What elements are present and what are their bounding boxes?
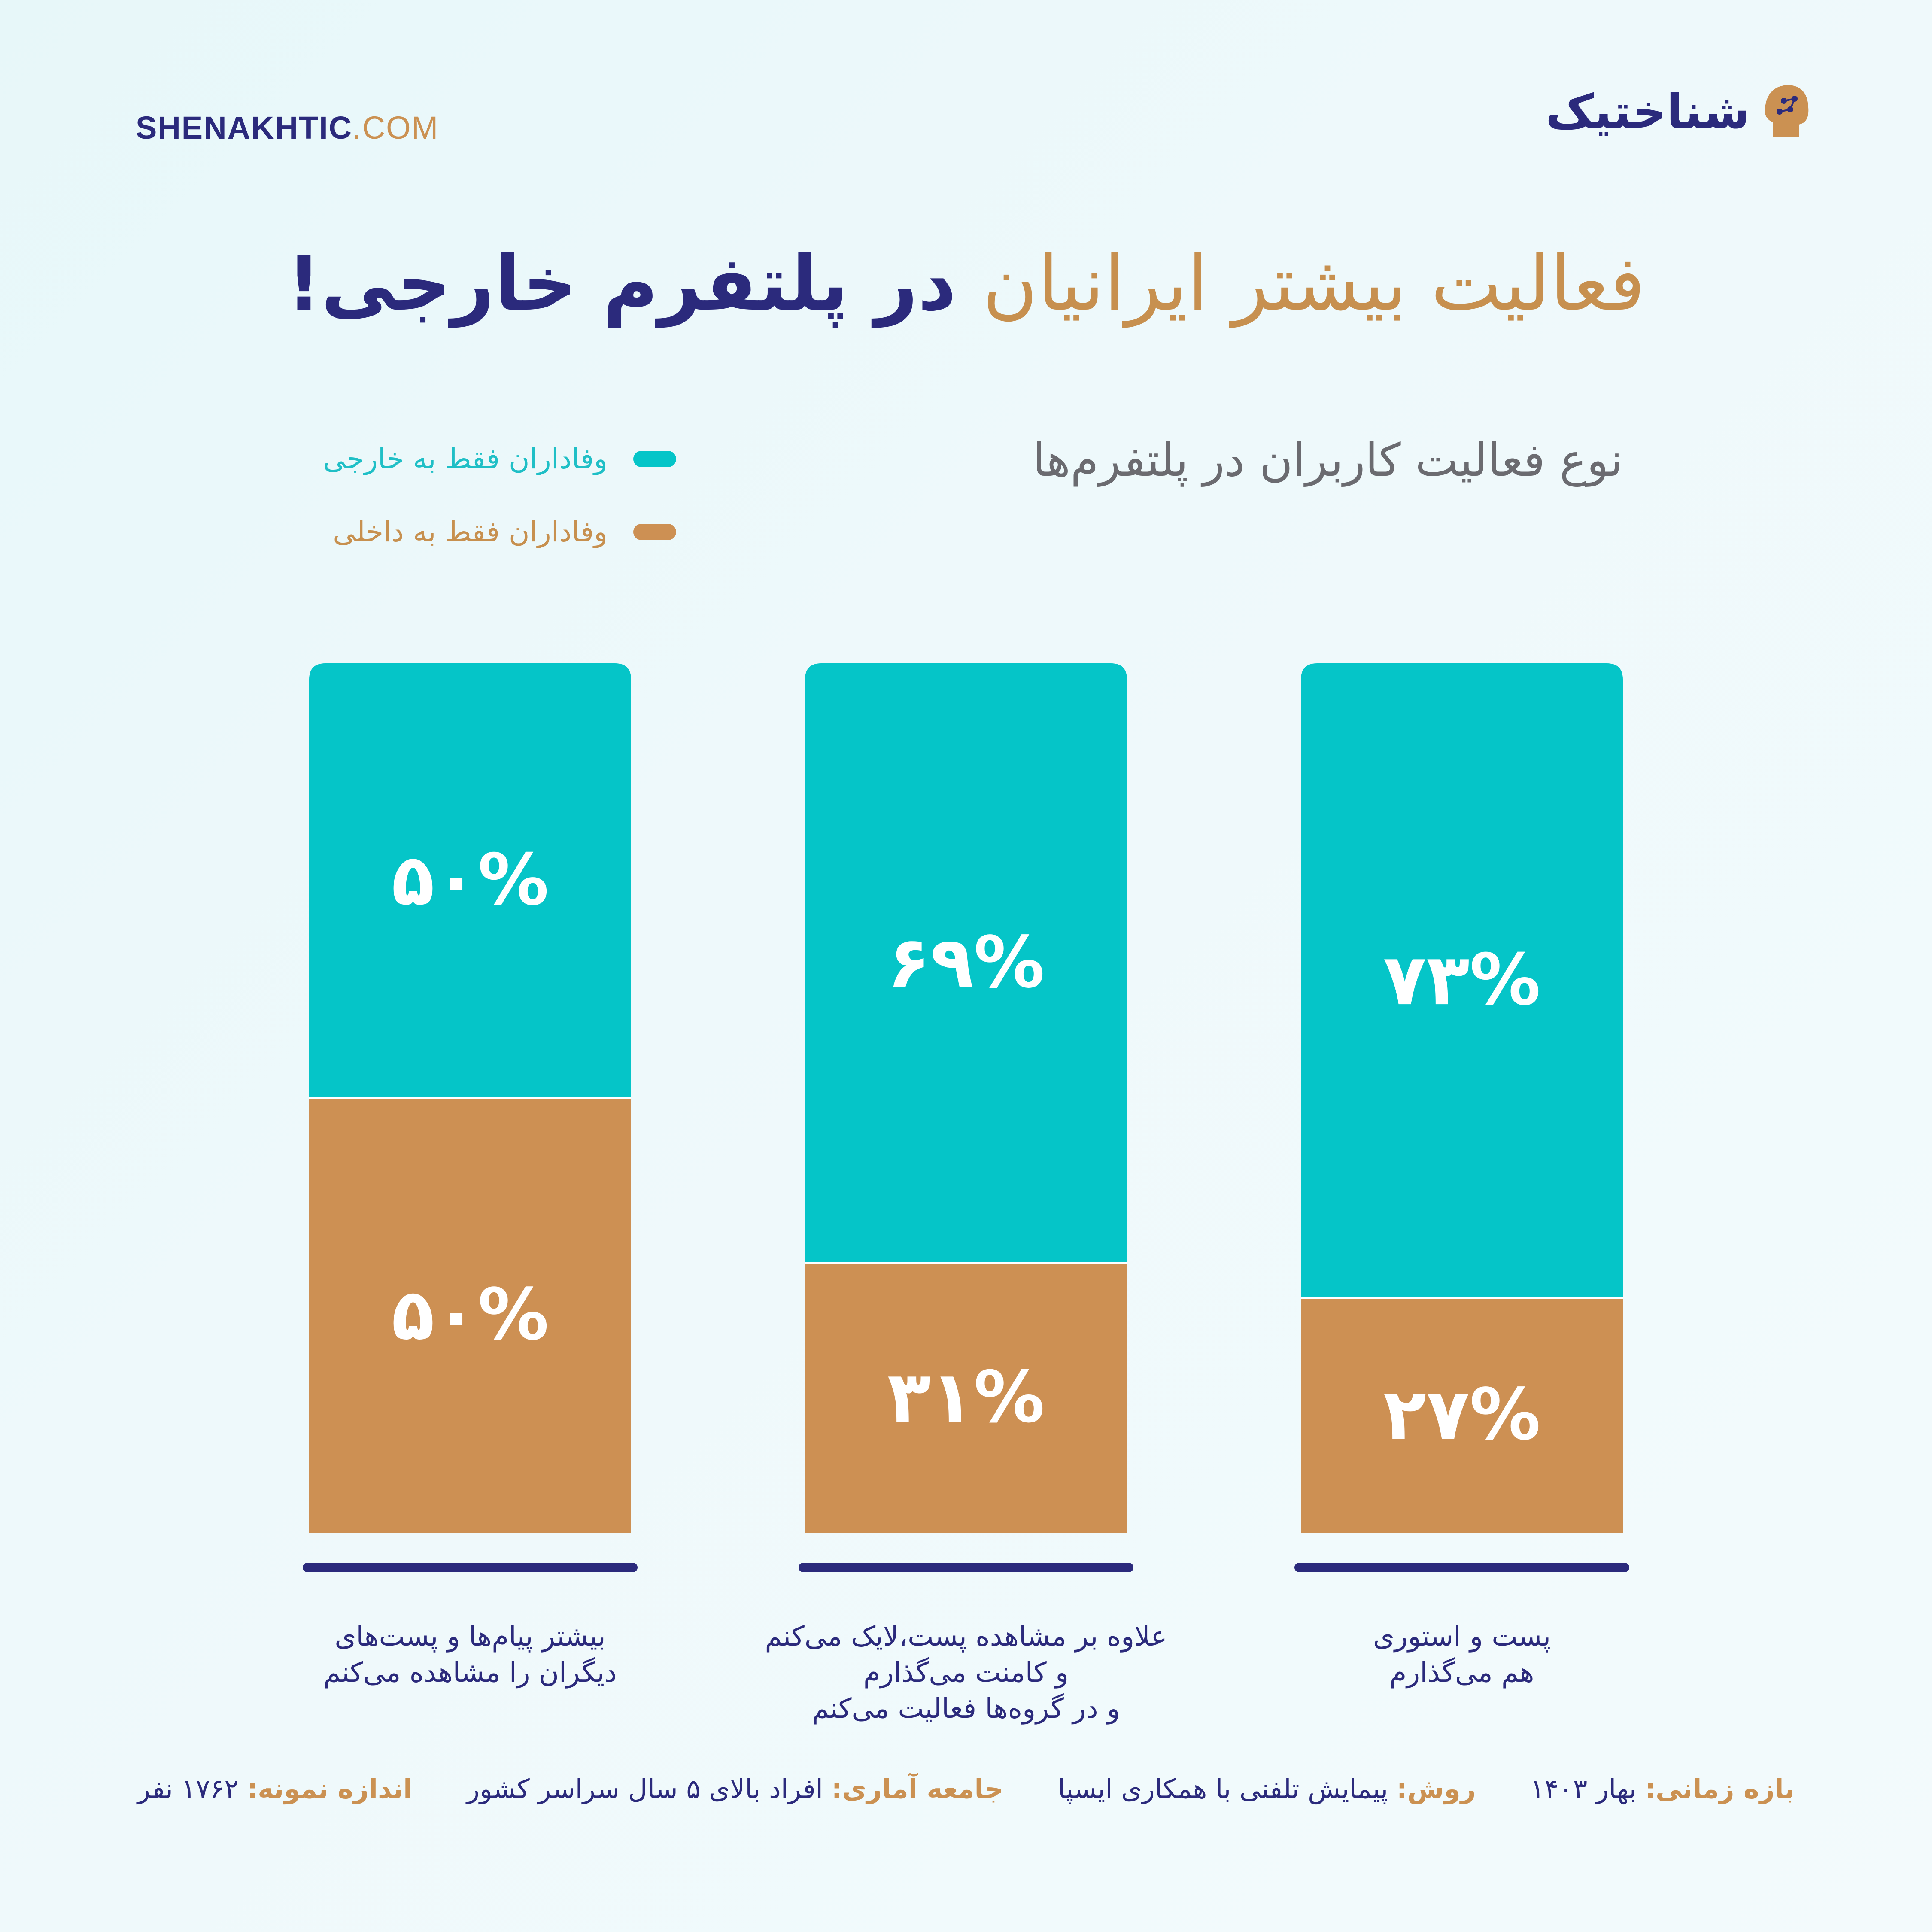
- category-rule: [799, 1563, 1133, 1572]
- data-label-foreign: ۶۹%: [887, 921, 1045, 1004]
- bar-foreign: [1301, 663, 1623, 1298]
- site-domain: .COM: [352, 110, 439, 146]
- legend-swatch-foreign: [633, 450, 676, 467]
- brand-name: شناختیک: [1545, 84, 1750, 139]
- data-label-domestic: ۳۱%: [887, 1356, 1045, 1438]
- category-label-line: و کامنت می‌گذارم: [863, 1657, 1069, 1689]
- footer-population: جامعه آماری: افراد بالای ۵ سال سراسر کشو…: [466, 1773, 1004, 1804]
- category-label: علاوه بر مشاهده پست،لایک می‌کنم و کامنت م…: [741, 1619, 1191, 1727]
- legend-label-domestic: وفاداران فقط به داخلی: [333, 515, 608, 548]
- title-part2: در پلتفرم خارجی!: [286, 240, 957, 328]
- bar-foreign: [805, 663, 1127, 1264]
- category-label-line: هم می‌گذارم: [1389, 1657, 1534, 1689]
- footer-method: روش: پیمایش تلفنی با همکاری ایسپا: [1058, 1773, 1476, 1804]
- category-label-line: دیگران را مشاهده می‌کنم: [323, 1657, 617, 1689]
- site-url[interactable]: SHENAKHTIC.COM: [136, 109, 439, 146]
- page-title: فعالیت بیشتر ایرانیان در پلتفرم خارجی!: [0, 240, 1932, 328]
- legend-item-foreign: وفاداران فقط به خارجی: [323, 442, 676, 475]
- legend-label-foreign: وفاداران فقط به خارجی: [323, 442, 608, 475]
- category-label-line: بیشتر پیام‌ها و پست‌های: [334, 1621, 606, 1653]
- data-label-domestic: ۵۰%: [392, 1273, 549, 1356]
- data-label-domestic: ۲۷%: [1383, 1373, 1541, 1456]
- category-rule: [303, 1563, 638, 1572]
- bar-domestic: [309, 1098, 631, 1533]
- footer-period: بازه زمانی: بهار ۱۴۰۳: [1530, 1773, 1795, 1804]
- category-label-line: و در گروه‌ها فعالیت می‌کنم: [812, 1693, 1120, 1725]
- category-rule: [1294, 1563, 1629, 1572]
- footer-sample: اندازه نمونه: ۱۷۶۲ نفر: [137, 1773, 413, 1804]
- bar-domestic: [1301, 1298, 1623, 1533]
- bar-foreign: [309, 663, 631, 1098]
- bar-domestic: [805, 1263, 1127, 1533]
- category-label: بیشتر پیام‌ها و پست‌های دیگران را مشاهده …: [245, 1619, 696, 1691]
- footer-meta: بازه زمانی: بهار ۱۴۰۳ روش: پیمایش تلفنی …: [137, 1773, 1795, 1804]
- site-name: SHENAKHTIC: [136, 110, 353, 146]
- data-label-foreign: ۵۰%: [392, 838, 549, 921]
- data-label-foreign: ۷۳%: [1383, 939, 1541, 1021]
- head-circuit-icon: [1765, 85, 1809, 137]
- legend-item-domestic: وفاداران فقط به داخلی: [333, 515, 676, 548]
- category-label-line: علاوه بر مشاهده پست،لایک می‌کنم: [765, 1621, 1167, 1653]
- chart-subtitle: نوع فعالیت کاربران در پلتفرم‌ها: [1033, 434, 1623, 486]
- legend-swatch-domestic: [633, 523, 676, 540]
- brand-logo: شناختیک: [1546, 82, 1812, 142]
- category-label: پست و استوری هم می‌گذارم: [1236, 1619, 1687, 1691]
- category-label-line: پست و استوری: [1373, 1621, 1551, 1653]
- title-part1: فعالیت بیشتر ایرانیان: [982, 240, 1646, 328]
